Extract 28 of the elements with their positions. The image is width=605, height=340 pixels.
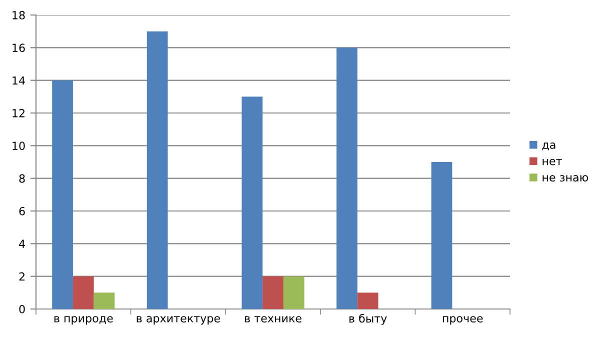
y-tick-label: 6	[19, 206, 25, 216]
y-tick-label: 4	[19, 240, 25, 248]
bar	[431, 162, 452, 309]
y-tick-label: 8	[19, 174, 25, 183]
y-tick-label: 16	[12, 44, 25, 52]
legend-label: да	[542, 142, 556, 150]
bar	[242, 96, 263, 309]
bar	[283, 276, 304, 309]
y-tick-label: 18	[12, 10, 25, 20]
y-tick-label: 10	[12, 142, 25, 150]
bar	[72, 276, 94, 309]
x-tick-label: в природе	[54, 316, 113, 325]
bar	[94, 292, 115, 309]
legend-label: нет	[542, 158, 562, 166]
y-tick-label: 12	[12, 108, 24, 118]
x-tick-label: в быту	[349, 314, 387, 325]
bar	[52, 80, 73, 309]
y-tick-label: 14	[12, 76, 25, 85]
bar	[146, 31, 168, 309]
x-tick-label: прочее	[442, 316, 483, 325]
x-tick-label: в технике	[245, 316, 302, 322]
bar	[262, 276, 284, 309]
x-tick-label: в архитектуре	[136, 316, 220, 325]
y-tick-label: 0	[19, 304, 25, 314]
y-tick-label: 2	[19, 272, 24, 281]
bar	[336, 48, 358, 309]
bar	[357, 292, 378, 309]
legend-label: не знаю	[542, 175, 588, 182]
